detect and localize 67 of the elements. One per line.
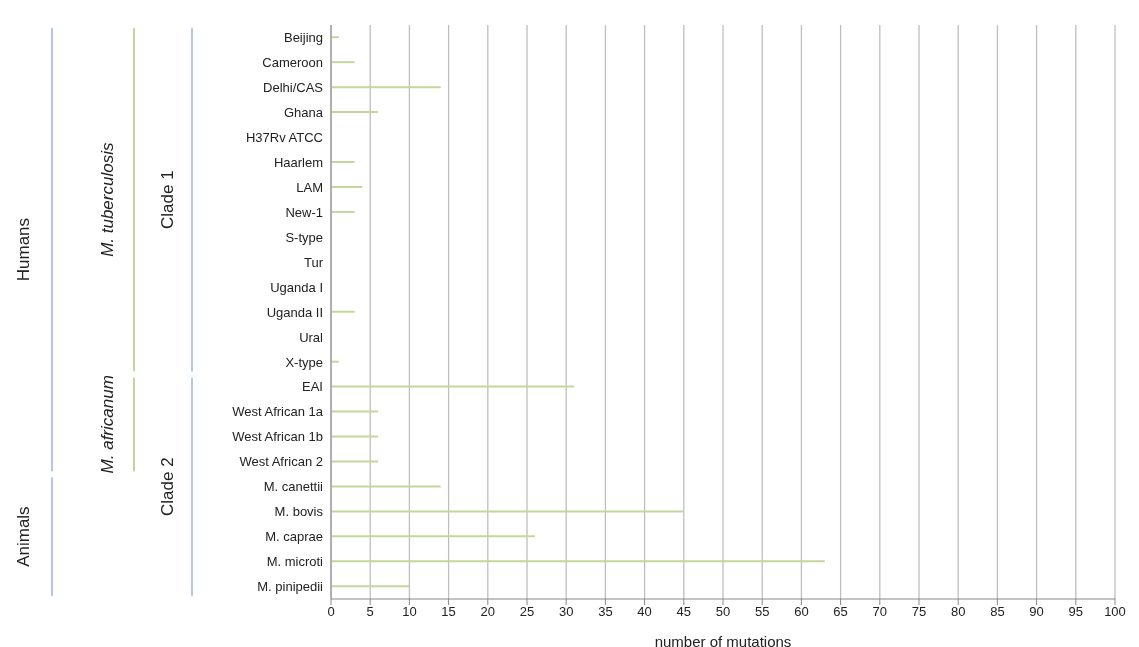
y-tick-label: LAM (296, 179, 323, 195)
y-tick-label: New-1 (285, 204, 323, 220)
x-tick-label: 95 (1068, 604, 1084, 620)
y-tick-label: Uganda II (266, 304, 323, 320)
y-tick-label: EAI (302, 379, 323, 395)
x-tick-label: 30 (558, 604, 574, 620)
x-tick-label: 45 (676, 604, 692, 620)
bar (331, 410, 379, 413)
y-tick-label: S-type (285, 229, 323, 245)
bar (331, 510, 684, 513)
y-tick-label: Haarlem (273, 154, 323, 170)
bar (331, 161, 355, 164)
y-tick-label: Uganda I (270, 279, 323, 295)
x-tick-label: 90 (1029, 604, 1044, 620)
y-tick-label: M. microti (266, 554, 324, 570)
x-tick-label: 85 (990, 604, 1005, 620)
bar (331, 385, 575, 388)
x-tick-label: 60 (794, 604, 809, 620)
text: Animals (14, 506, 34, 567)
bar (331, 210, 355, 213)
x-tick-label: 5 (366, 604, 374, 620)
y-tick-label: Ghana (283, 104, 324, 120)
x-tick-label: 40 (637, 604, 652, 620)
text: Clade 2 (158, 457, 178, 516)
x-tick-label: 0 (327, 604, 335, 620)
x-tick-label: 70 (872, 604, 888, 620)
y-tick-label: X-type (285, 354, 323, 370)
x-tick-label: 75 (911, 604, 927, 620)
y-tick-label: M. bovis (274, 504, 324, 520)
bar (331, 560, 825, 563)
x-tick-label: 10 (402, 604, 417, 620)
x-tick-label: 35 (598, 604, 613, 620)
x-tick-label: 55 (754, 604, 770, 620)
x-tick-label: 80 (950, 604, 966, 620)
x-axis-title: number of mutations (654, 633, 792, 647)
bar (331, 435, 379, 438)
text: M. africanum (98, 375, 118, 474)
bar (331, 585, 410, 588)
bar (331, 535, 535, 538)
y-tick-label: Beijing (283, 30, 323, 46)
y-tick-label: M. pinipedii (257, 579, 324, 595)
x-tick-label: 25 (519, 604, 535, 620)
bar (331, 185, 363, 188)
bar (331, 61, 355, 64)
bar (331, 460, 379, 463)
y-tick-label: West African 1b (232, 429, 323, 445)
bar (331, 86, 441, 89)
y-tick-label: Cameroon (262, 55, 323, 71)
bar (331, 485, 441, 488)
text: M. tuberculosis (98, 142, 118, 257)
x-tick-label: 15 (441, 604, 456, 620)
x-tick-label: 20 (480, 604, 496, 620)
y-tick-label: West African 1a (232, 404, 324, 420)
y-tick-label: M. canettii (263, 479, 324, 495)
y-tick-label: West African 2 (239, 454, 323, 470)
bar (331, 310, 355, 313)
x-tick-label: 100 (1104, 604, 1126, 620)
x-tick-label: 65 (833, 604, 848, 620)
bar (331, 111, 379, 114)
text: Humans (14, 217, 34, 282)
y-tick-label: M. caprae (265, 529, 323, 545)
y-tick-label: Delhi/CAS (263, 80, 324, 96)
y-tick-label: H37Rv ATCC (245, 129, 323, 145)
x-tick-label: 50 (715, 604, 731, 620)
y-tick-label: Ural (299, 329, 324, 345)
text: Clade 1 (158, 170, 178, 229)
y-tick-label: Tur (303, 254, 324, 270)
